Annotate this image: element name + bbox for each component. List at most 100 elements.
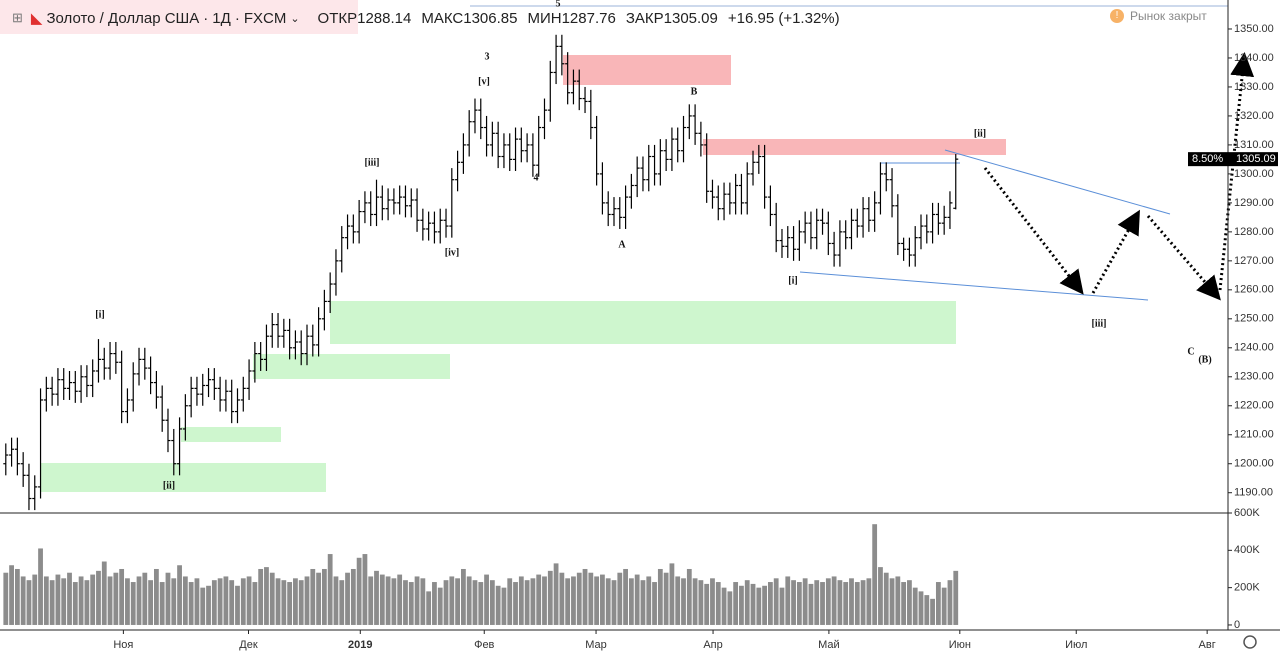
- symbol: Золото / Доллар США: [46, 9, 200, 27]
- volume-bar: [269, 572, 275, 625]
- wave-label: A: [618, 239, 626, 250]
- volume-bar: [576, 572, 582, 625]
- wave-label: 4: [534, 172, 539, 183]
- y-tick-label: 1300.00: [1234, 168, 1274, 180]
- y-tick-label: 600K: [1234, 507, 1260, 519]
- x-tick-label: Апр: [703, 639, 722, 651]
- volume-bar: [223, 576, 229, 625]
- volume-bar: [675, 576, 681, 625]
- volume-bar: [26, 580, 32, 625]
- volume-bar: [501, 587, 507, 625]
- y-tick-label: 1210.00: [1234, 429, 1274, 441]
- volume-bar: [733, 582, 739, 625]
- volume-bar: [211, 580, 217, 625]
- trend-line: [799, 271, 1149, 301]
- volume-bar: [547, 570, 553, 625]
- volume-bar: [432, 582, 437, 625]
- volume-bar: [930, 598, 935, 625]
- wave-label: [v]: [478, 76, 490, 87]
- volume-bar: [611, 580, 617, 625]
- resistance-zone: [703, 139, 1006, 155]
- flag-icon: ◣: [30, 10, 43, 27]
- volume-bar: [148, 580, 154, 625]
- volume-bar: [669, 563, 675, 625]
- market-status: ! Рынок закрыт: [1110, 9, 1207, 23]
- y-tick-label: 0: [1234, 619, 1240, 631]
- x-tick-label: Авг: [1199, 639, 1216, 651]
- volume-bar: [287, 582, 293, 625]
- volume-bar: [333, 576, 339, 625]
- last-price-tag: [1188, 152, 1278, 167]
- volume-bar: [513, 582, 518, 625]
- volume-bar: [889, 578, 895, 625]
- volume-bar: [171, 578, 177, 625]
- volume-bar: [739, 585, 744, 625]
- volume-bar: [362, 554, 368, 625]
- volume-bar: [710, 578, 715, 625]
- volume-bar: [698, 580, 704, 625]
- volume-bar: [119, 568, 125, 625]
- volume-bar: [182, 576, 188, 625]
- volume-bar: [177, 565, 182, 625]
- volume-bar: [646, 576, 652, 625]
- y-tick-label: 1250.00: [1234, 313, 1274, 325]
- volume-bar: [426, 591, 432, 625]
- volume-bar: [194, 578, 200, 625]
- volume-bar: [663, 572, 669, 625]
- volume-bar: [600, 574, 605, 625]
- volume-bar: [918, 591, 924, 625]
- trend-lines: [799, 149, 1171, 301]
- volume-bar: [229, 580, 235, 625]
- volume-bar: [524, 580, 530, 625]
- volume-bar: [901, 582, 907, 625]
- volume-bar: [640, 580, 646, 625]
- volume-bar: [246, 576, 252, 625]
- y-tick-label: 1220.00: [1234, 400, 1274, 412]
- volume-bar: [142, 572, 148, 625]
- wave-label: [iv]: [445, 247, 459, 258]
- volume-bar: [460, 568, 466, 625]
- volume-bar: [391, 578, 397, 625]
- volume-bar: [686, 568, 692, 625]
- volume-bar: [420, 578, 426, 625]
- last-price-pct: 8.50%: [1192, 153, 1223, 165]
- x-tick-label: Фев: [474, 639, 494, 651]
- volume-bar: [825, 578, 831, 625]
- expand-icon[interactable]: ⊞: [12, 10, 23, 25]
- volume-bar: [802, 578, 808, 625]
- volume-bar: [588, 572, 594, 625]
- dropdown[interactable]: ⌄: [290, 12, 300, 25]
- volume-bar: [258, 568, 264, 625]
- x-tick-label: Мар: [585, 639, 607, 651]
- volume-bar: [96, 570, 101, 625]
- y-tick-label: 1200.00: [1234, 458, 1274, 470]
- open-value: 1288.14: [357, 9, 412, 27]
- volume-bar: [820, 582, 825, 625]
- wave-label: [ii]: [163, 480, 175, 491]
- volume-bar: [837, 580, 843, 625]
- high-value: 1306.85: [463, 9, 518, 27]
- volume-bar: [796, 582, 802, 625]
- volume-bar: [878, 567, 883, 625]
- volume-bar: [779, 587, 785, 625]
- volume-bar: [773, 578, 779, 625]
- volume-bar: [582, 568, 588, 625]
- volume-bar: [721, 587, 727, 625]
- volume-bar: [321, 568, 327, 625]
- volume-bar: [339, 580, 345, 625]
- volume-bar: [72, 582, 78, 625]
- volume-bar: [605, 578, 611, 625]
- last-price: 1305.09: [1236, 153, 1276, 165]
- support-zone: [330, 301, 956, 344]
- y-tick-label: 1330.00: [1234, 81, 1274, 93]
- volume-bar: [397, 574, 403, 625]
- support-zone: [40, 463, 326, 492]
- volume-bar: [61, 578, 67, 625]
- settings-icon[interactable]: [1243, 635, 1257, 649]
- volume-bar: [478, 582, 484, 625]
- volume-bar: [542, 576, 547, 625]
- volume-bar: [831, 576, 837, 625]
- volume-bar: [437, 587, 443, 625]
- y-tick-label: 1320.00: [1234, 110, 1274, 122]
- y-tick-label: 1240.00: [1234, 342, 1274, 354]
